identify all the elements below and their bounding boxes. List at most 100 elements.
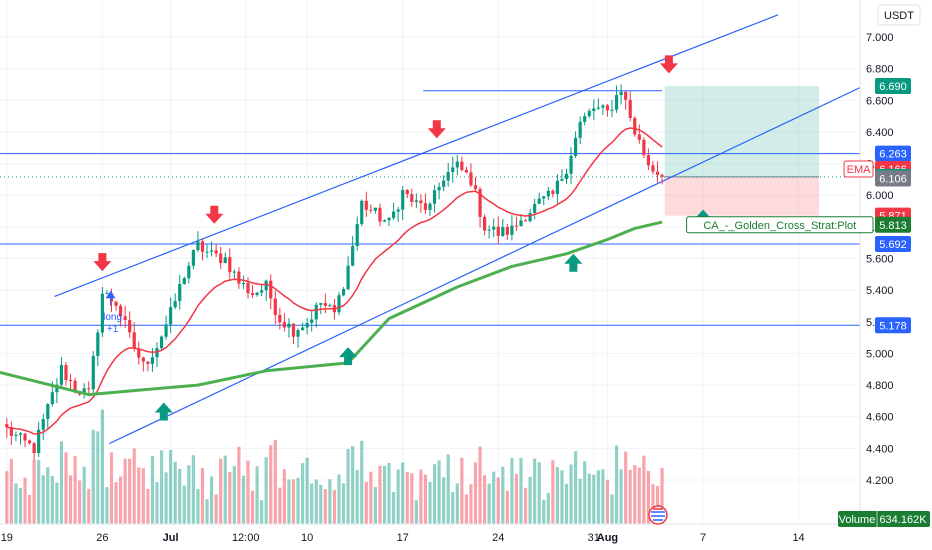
candle-body [55, 384, 59, 393]
trade-annotation: long+1 [103, 290, 122, 335]
candle-body [555, 180, 559, 194]
candle-body [287, 323, 291, 328]
candle-body [432, 190, 437, 204]
volume-bar [96, 431, 100, 524]
time-tick-label: Jul [163, 532, 179, 544]
volume-bar [605, 479, 610, 524]
volume-bar [642, 455, 646, 524]
price-tick-label: 5.600 [866, 254, 894, 266]
volume-bar [223, 455, 227, 524]
candle-body [610, 109, 614, 111]
volume-bar [310, 483, 314, 524]
time-tick-label: 31 [588, 532, 600, 544]
volume-bar [496, 477, 500, 524]
buy-arrow-icon [339, 347, 358, 366]
candle-body [219, 253, 223, 263]
volume-bar [282, 469, 286, 524]
volume-bar [646, 470, 651, 524]
volume-bar [237, 446, 241, 524]
volume-bar [537, 462, 541, 524]
candle-body [601, 105, 605, 108]
candle-body [423, 203, 428, 210]
candle-body [537, 198, 541, 204]
candle-body [646, 155, 651, 166]
candle-body [469, 172, 473, 186]
candle-body [405, 190, 409, 195]
price-tag-value: 6.263 [879, 149, 907, 161]
candle-body [323, 303, 327, 306]
candle-body [301, 327, 305, 331]
candle-body [232, 271, 236, 273]
price-tag [875, 170, 911, 187]
volume-bar [123, 458, 127, 524]
candle-body [146, 361, 150, 364]
volume-bar [628, 469, 632, 524]
volume-bar [14, 483, 18, 524]
volume-bar [209, 476, 214, 524]
candle-body [564, 173, 569, 179]
price-tick-label: 4.400 [866, 443, 894, 455]
volume-bar [596, 470, 600, 524]
candle-body [592, 108, 596, 112]
candle-body [633, 117, 637, 135]
price-tag [875, 235, 911, 252]
candle-body [310, 319, 314, 323]
price-tag-value: 5.178 [879, 320, 907, 332]
price-tag-value: 5.692 [879, 239, 907, 251]
candle-body [628, 99, 632, 118]
candle-body [369, 209, 373, 211]
time-axis[interactable] [0, 523, 932, 550]
time-tick-label: 17 [397, 532, 409, 544]
currency-label-box[interactable]: USDT [877, 4, 921, 26]
volume-bar [141, 468, 145, 524]
candle-body [382, 220, 387, 222]
volume-bar [314, 479, 318, 524]
candle-body [182, 278, 186, 284]
candlesticks [5, 84, 664, 462]
candle-body [319, 303, 323, 305]
volume-bar [478, 446, 482, 524]
volume-bar [146, 488, 150, 524]
volume-bar [432, 464, 437, 524]
volume-bar [583, 461, 587, 524]
price-tick-label: 7.000 [866, 32, 894, 44]
volume-bar [533, 458, 537, 524]
volume-bar [414, 500, 418, 524]
volume-bar [73, 456, 77, 524]
volume-bar [364, 481, 368, 524]
volume-bar [100, 409, 104, 524]
logo-icon[interactable] [648, 505, 668, 525]
volume-bar [455, 483, 459, 524]
ema-line [6, 127, 663, 435]
entry-arrow-icon [105, 290, 116, 306]
volume-bar [510, 458, 514, 524]
candle-body [164, 324, 168, 337]
series-name-label: CA_-_Golden_Cross_Strat:Plot [703, 220, 856, 232]
candle-body [655, 171, 660, 175]
sell-arrow-icon [427, 120, 446, 139]
volume-bar [301, 463, 305, 524]
volume-bar [18, 487, 23, 524]
volume-bar [437, 460, 441, 524]
price-tag [875, 145, 911, 162]
candle-body [9, 427, 13, 436]
candle-body [574, 137, 578, 156]
volume-bar [423, 474, 428, 524]
volume-bar [655, 485, 660, 524]
price-tags: 6.6906.2636.166EMA6.1166.1065.8715.813CA… [686, 78, 911, 334]
candle-body [37, 429, 41, 454]
channel-line [108, 87, 861, 445]
candle-body [314, 304, 318, 320]
price-tag-value: 6.106 [879, 173, 907, 185]
volume-bar [46, 467, 50, 524]
volume-bar [469, 484, 473, 524]
candle-body [596, 107, 600, 109]
volume-bar [460, 457, 464, 524]
candle-body [278, 314, 282, 323]
candle-body [637, 134, 641, 140]
candle-body [578, 121, 582, 138]
candle-body [560, 178, 564, 181]
candle-body [487, 229, 491, 231]
candle-body [414, 200, 418, 202]
